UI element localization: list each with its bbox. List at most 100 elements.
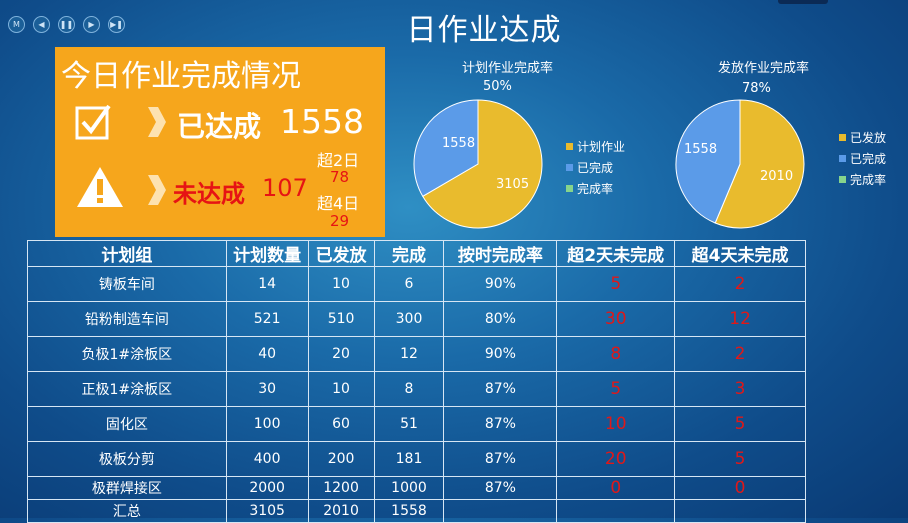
pie2-completed-label: 1558 — [684, 142, 717, 157]
chevron-right-icon — [148, 175, 166, 205]
legend-item: 已完成 — [566, 157, 625, 178]
table-cell: 90% — [443, 266, 558, 302]
table-cell — [674, 499, 806, 523]
table-cell: 510 — [307, 301, 375, 337]
window-tab — [778, 0, 828, 4]
legend-item: 已发放 — [839, 127, 886, 148]
table-cell: 90% — [443, 336, 558, 372]
pie2-chart: 1558 2010 — [675, 99, 805, 229]
table-cell: 1000 — [373, 476, 445, 500]
table-cell: 30 — [556, 301, 676, 337]
status-heading: 今日作业完成情况 — [61, 59, 301, 94]
legend-item: 已完成 — [839, 148, 886, 169]
pie2-slice-completed — [675, 99, 741, 224]
column-header: 完成 — [373, 240, 445, 267]
legend-swatch — [566, 143, 573, 150]
warning-icon — [77, 167, 123, 207]
table-cell: 51 — [373, 406, 445, 442]
legend-swatch — [839, 155, 846, 162]
table-row: 铸板车间 14 10 6 90% 5 2 — [27, 266, 806, 302]
table-cell: 8 — [373, 371, 445, 407]
legend-swatch — [566, 164, 573, 171]
pie1-planned-label: 3105 — [496, 177, 529, 192]
table-cell: 6 — [373, 266, 445, 302]
table-cell: 0 — [674, 476, 806, 500]
next-button[interactable]: ▶❚ — [108, 16, 125, 33]
table-cell: 铸板车间 — [27, 266, 227, 302]
page-title: 日作业达成 — [406, 13, 562, 48]
table-cell: 5 — [674, 406, 806, 442]
pie1-title: 计划作业完成率 — [462, 61, 554, 76]
pie2-issued-label: 2010 — [760, 169, 793, 184]
table-row: 铅粉制造车间 521 510 300 80% 30 12 — [27, 301, 806, 337]
pie1-slice-planned — [422, 99, 543, 229]
legend-swatch — [839, 134, 846, 141]
playback-controls: M ◀ ❚❚ ▶ ▶❚ — [8, 16, 125, 33]
table-cell: 10 — [307, 371, 375, 407]
table-cell: 200 — [307, 441, 375, 477]
table-cell: 铅粉制造车间 — [27, 301, 227, 337]
legend-swatch — [566, 185, 573, 192]
pie1-chart: 1558 3105 — [413, 99, 543, 229]
table-cell: 5 — [674, 441, 806, 477]
pause-button[interactable]: ❚❚ — [58, 16, 75, 33]
table-cell: 8 — [556, 336, 676, 372]
table-cell: 30 — [225, 371, 309, 407]
menu-button[interactable]: M — [8, 16, 25, 33]
pie2-legend: 已发放 已完成 完成率 — [839, 127, 886, 190]
over4-value: 29 — [330, 212, 350, 230]
table-row: 极群焊接区 2000 1200 1000 87% 0 0 — [27, 476, 806, 500]
table-cell: 87% — [443, 371, 558, 407]
legend-label: 已完成 — [577, 161, 614, 175]
table-cell: 87% — [443, 406, 558, 442]
table-cell: 10 — [307, 266, 375, 302]
legend-label: 完成率 — [577, 182, 614, 196]
table-row: 汇总 3105 2010 1558 — [27, 499, 806, 523]
table-cell: 20 — [556, 441, 676, 477]
column-header: 计划数量 — [225, 240, 309, 267]
legend-label: 已完成 — [850, 152, 887, 166]
table-cell: 87% — [443, 476, 558, 500]
over2-label: 超2日 — [317, 151, 360, 170]
pie1-completed-label: 1558 — [442, 136, 475, 151]
table-row: 负极1#涂板区 40 20 12 90% 8 2 — [27, 336, 806, 372]
legend-label: 已发放 — [850, 131, 887, 145]
table-cell: 极板分剪 — [27, 441, 227, 477]
table-cell: 1200 — [307, 476, 375, 500]
pie2-slice-issued — [714, 99, 805, 229]
legend-label: 完成率 — [850, 173, 887, 187]
done-value: 1558 — [280, 102, 364, 141]
table-row: 极板分剪 400 200 181 87% 20 5 — [27, 441, 806, 477]
previous-button[interactable]: ◀ — [33, 16, 50, 33]
column-header: 计划组 — [27, 240, 227, 267]
table-cell: 14 — [225, 266, 309, 302]
table-row: 正极1#涂板区 30 10 8 87% 5 3 — [27, 371, 806, 407]
chevron-right-icon — [148, 107, 166, 137]
pie2-percent: 78% — [742, 81, 771, 96]
pie1-percent: 50% — [483, 79, 512, 94]
column-header: 按时完成率 — [443, 240, 558, 267]
table-cell: 87% — [443, 441, 558, 477]
table-cell: 60 — [307, 406, 375, 442]
table-cell: 2 — [674, 266, 806, 302]
table-cell: 521 — [225, 301, 309, 337]
checkbox-icon — [75, 104, 111, 140]
table-cell: 固化区 — [27, 406, 227, 442]
table-cell: 100 — [225, 406, 309, 442]
play-button[interactable]: ▶ — [83, 16, 100, 33]
table-cell: 正极1#涂板区 — [27, 371, 227, 407]
table-cell: 12 — [373, 336, 445, 372]
undone-value: 107 — [262, 174, 308, 202]
legend-item: 完成率 — [566, 178, 625, 199]
column-header: 已发放 — [307, 240, 375, 267]
table-cell: 300 — [373, 301, 445, 337]
table-cell: 极群焊接区 — [27, 476, 227, 500]
table-cell: 2 — [674, 336, 806, 372]
table-cell: 3105 — [225, 499, 309, 523]
table-cell: 20 — [307, 336, 375, 372]
table-cell: 80% — [443, 301, 558, 337]
table-cell: 1558 — [373, 499, 445, 523]
table-cell: 5 — [556, 266, 676, 302]
pie2-title: 发放作业完成率 — [718, 61, 810, 76]
work-table: 计划组 计划数量 已发放 完成 按时完成率 超2天未完成 超4天未完成 铸板车间… — [27, 240, 806, 523]
